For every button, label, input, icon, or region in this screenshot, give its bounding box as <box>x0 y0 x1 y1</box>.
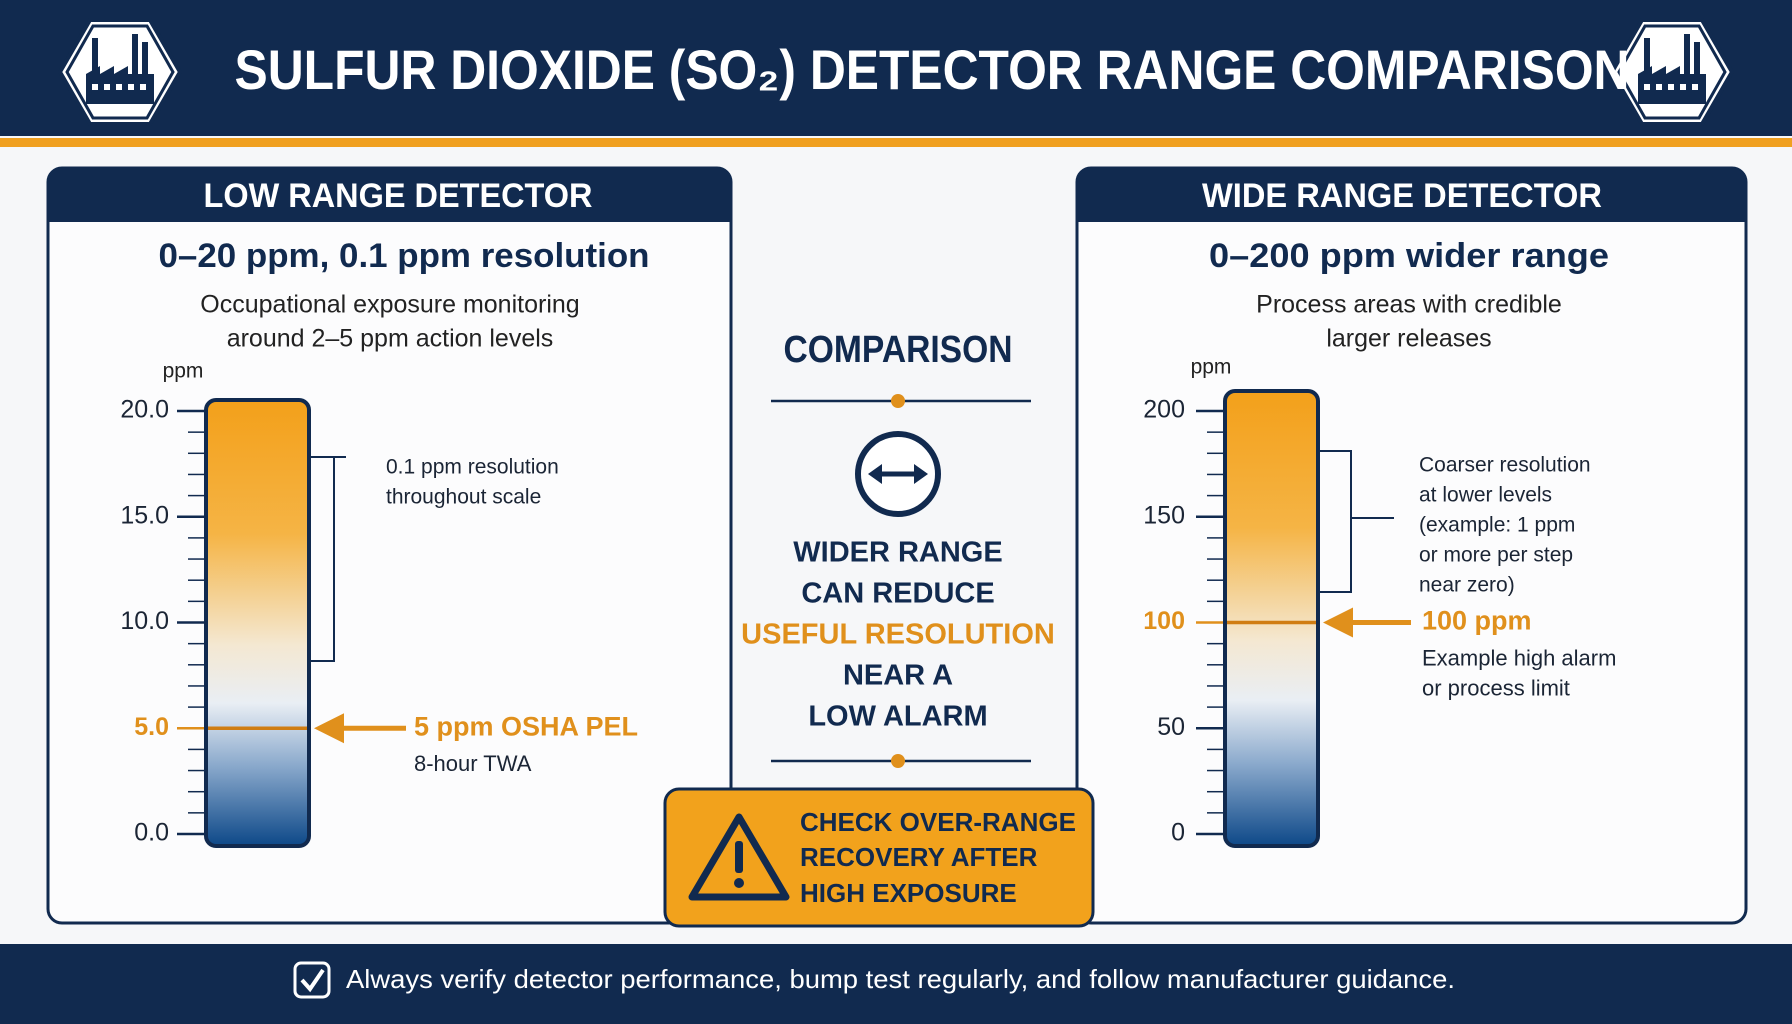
bracket-note: near zero) <box>1419 574 1515 597</box>
range-text: 0–20 ppm, 0.1 ppm resolution <box>159 237 650 275</box>
unit-label: ppm <box>1191 356 1232 379</box>
check-icon <box>293 961 331 999</box>
comparison: COMPARISON <box>771 329 1031 768</box>
comparison-line: USEFUL RESOLUTION <box>741 619 1055 651</box>
comparison-line: WIDER RANGE <box>793 537 1002 569</box>
footer-text: Always verify detector performance, bump… <box>346 964 1455 994</box>
description: larger releases <box>1326 325 1491 353</box>
bracket-note: (example: 1 ppm <box>1419 514 1575 537</box>
panel-title: WIDE RANGE DETECTOR <box>1202 177 1602 215</box>
y-tick-label: 100 <box>1143 607 1185 635</box>
y-tick-label: 15.0 <box>120 501 169 529</box>
warning-text: CHECK OVER-RANGE <box>800 807 1076 837</box>
panel-title: LOW RANGE DETECTOR <box>204 177 593 215</box>
page-title: SULFUR DIOXIDE (SO₂) DETECTOR RANGE COMP… <box>235 38 1630 101</box>
marker-label: 100 ppm <box>1422 606 1532 636</box>
comparison-title: COMPARISON <box>784 329 1013 371</box>
marker-note: or process limit <box>1422 675 1570 700</box>
gauge <box>204 398 311 848</box>
y-tick-label: 5.0 <box>134 713 169 741</box>
y-tick-label: 150 <box>1143 501 1185 529</box>
y-tick-label: 20.0 <box>120 396 169 424</box>
description: Occupational exposure monitoring <box>200 291 579 319</box>
marker-arrowhead <box>314 713 344 744</box>
header-stripe <box>0 138 1792 147</box>
comparison-line: CAN REDUCE <box>801 578 994 610</box>
y-tick-label: 10.0 <box>120 607 169 635</box>
description: around 2–5 ppm action levels <box>227 325 554 353</box>
divider-dot <box>891 754 905 768</box>
bracket-note: at lower levels <box>1419 484 1552 507</box>
description: Process areas with credible <box>1256 291 1562 319</box>
factory-icon <box>57 18 183 126</box>
header-band <box>0 0 1792 136</box>
bracket-note: or more per step <box>1419 544 1573 567</box>
marker-note: Example high alarm <box>1422 645 1616 670</box>
y-tick-label: 200 <box>1143 396 1185 424</box>
y-tick-label: 0.0 <box>134 819 169 847</box>
marker-label: 5 ppm OSHA PEL <box>414 711 638 741</box>
bracket <box>311 456 346 662</box>
warning-box: CHECK OVER-RANGE RECOVERY AFTER HIGH EXP… <box>663 787 1095 928</box>
unit-label: ppm <box>163 360 204 383</box>
comparison-line: LOW ALARM <box>808 701 987 733</box>
bracket <box>1320 450 1394 593</box>
factory-icon <box>1609 18 1735 126</box>
warning-text: RECOVERY AFTER <box>800 842 1038 872</box>
y-tick-label: 50 <box>1157 713 1185 741</box>
bracket-note: 0.1 ppm resolution <box>386 456 559 479</box>
gauge <box>1223 389 1320 848</box>
range-icon <box>855 431 941 517</box>
marker-arrowhead <box>1323 607 1353 638</box>
divider-dot <box>891 394 905 408</box>
range-text: 0–200 ppm wider range <box>1209 237 1609 275</box>
footer-band <box>0 944 1792 1024</box>
comparison-line: NEAR A <box>843 660 953 692</box>
y-tick-label: 0 <box>1171 819 1185 847</box>
bracket-note: Coarser resolution <box>1419 454 1591 477</box>
low-range-panel: LOW RANGE DETECTOR 0–20 ppm, 0.1 ppm res… <box>46 166 733 925</box>
warning-text: HIGH EXPOSURE <box>800 878 1017 908</box>
bracket-note: throughout scale <box>386 486 541 509</box>
wide-range-panel: WIDE RANGE DETECTOR 0–200 ppm wider rang… <box>1075 166 1748 925</box>
marker-note: 8-hour TWA <box>414 751 532 776</box>
